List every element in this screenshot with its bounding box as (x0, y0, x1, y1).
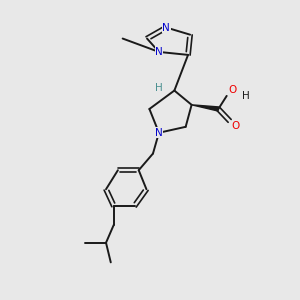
Text: N: N (155, 128, 163, 138)
Text: O: O (231, 122, 239, 131)
Polygon shape (192, 105, 219, 111)
Text: N: N (155, 47, 163, 57)
Text: N: N (163, 22, 170, 32)
Text: H: H (242, 91, 250, 101)
Text: H: H (155, 83, 163, 93)
Text: O: O (228, 85, 236, 95)
